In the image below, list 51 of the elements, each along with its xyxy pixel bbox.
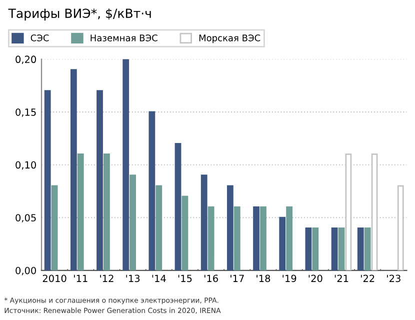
y-tick-label: 0,00 [16, 266, 36, 276]
legend-label: Морская ВЭС [199, 34, 260, 44]
x-tick-label: '16 [204, 274, 218, 282]
bar [253, 206, 260, 270]
chart-title: Тарифы ВИЭ*, $/кВт·ч [8, 8, 151, 20]
x-tick-label: '12 [100, 274, 114, 282]
bar [286, 206, 293, 270]
y-tick-label: 0,05 [16, 214, 36, 222]
x-tick-label: '15 [178, 274, 192, 282]
bar [260, 206, 266, 270]
x-tick-label: '18 [256, 274, 270, 282]
x-tick-label: '13 [126, 274, 140, 282]
bar [345, 154, 352, 270]
y-tick-label: 0,15 [16, 108, 36, 117]
bar [200, 174, 208, 270]
x-tick-label: '14 [152, 274, 166, 282]
bar [182, 196, 188, 270]
bar [77, 154, 84, 270]
bar [338, 227, 345, 270]
bar [51, 185, 58, 270]
y-tick-label: 0,20 [16, 56, 36, 64]
bar [44, 90, 51, 270]
legend-label: СЭС [30, 34, 49, 42]
x-tick-label: '19 [282, 274, 296, 282]
x-tick-label: '21 [334, 274, 348, 282]
bar [156, 185, 162, 270]
bar [208, 206, 214, 270]
x-tick-label: 2010 [42, 274, 66, 282]
bar [357, 227, 364, 270]
bar [148, 111, 156, 270]
bar [174, 142, 182, 270]
bar [96, 90, 103, 270]
y-tick-label: 0,10 [16, 161, 36, 170]
bar [397, 185, 404, 270]
x-tick-label: '11 [74, 274, 88, 282]
bar [104, 154, 110, 270]
bar [279, 216, 286, 270]
legend-label: Наземная ВЭС [90, 34, 158, 42]
bar [226, 185, 234, 270]
bar [305, 227, 312, 270]
bar [122, 59, 130, 270]
x-tick-label: '17 [230, 274, 244, 282]
bar [130, 174, 136, 270]
bar [364, 227, 371, 270]
bar [331, 227, 338, 270]
x-tick-label: '22 [360, 274, 374, 282]
x-tick-label: '23 [387, 274, 400, 282]
bar [70, 69, 77, 270]
bar [312, 227, 319, 270]
bar [234, 206, 240, 270]
x-tick-label: '20 [308, 274, 322, 282]
